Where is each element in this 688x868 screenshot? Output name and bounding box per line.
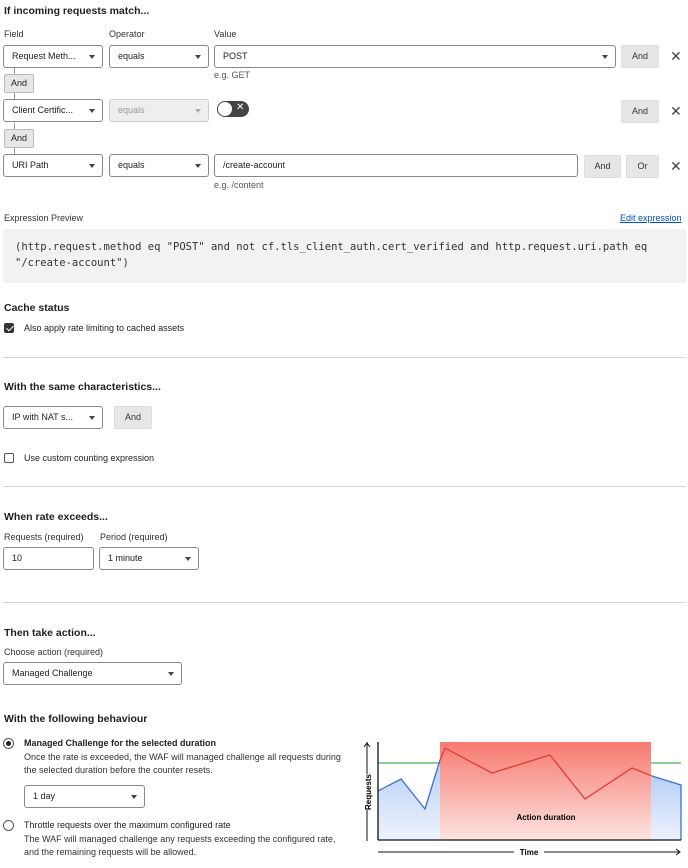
remove-row-icon[interactable]: ✕ [670,158,682,174]
value-select-1[interactable]: POST [214,45,616,68]
chevron-down-icon [131,795,137,799]
action-select[interactable]: Managed Challenge [3,662,182,685]
value-hint-3: e.g. /content [214,180,264,190]
field-header: Field [4,29,24,39]
duration-value: 1 day [33,791,56,801]
field-select-2[interactable]: Client Certific... [3,99,103,122]
requests-input[interactable]: 10 [3,547,94,570]
chevron-down-icon [89,416,95,420]
and-button-1[interactable]: And [621,45,659,68]
period-select[interactable]: 1 minute [99,547,199,570]
and-button-3[interactable]: And [584,155,621,178]
value-text: POST [223,51,248,61]
value-header: Value [214,29,237,39]
characteristic-and-button[interactable]: And [114,406,152,429]
duration-select[interactable]: 1 day [24,785,145,808]
rate-title: When rate exceeds... [4,511,108,523]
custom-counting-label: Use custom counting expression [24,453,155,463]
edit-expression-link[interactable]: Edit expression [620,213,682,223]
chevron-down-icon [89,55,95,59]
value-hint-1: e.g. GET [214,70,251,80]
action-value: Managed Challenge [12,668,93,678]
chevron-down-icon [195,164,201,168]
duration-option-desc: Once the rate is exceeded, the WAF will … [24,752,341,775]
chevron-down-icon [89,164,95,168]
action-duration-region [440,742,651,840]
characteristics-title: With the same characteristics... [4,381,161,393]
region-label: Action duration [516,813,575,822]
and-connector-1: And [4,74,34,93]
custom-counting-checkbox[interactable] [4,453,14,463]
field-value: Request Meth... [12,51,76,61]
throttle-option-desc: The WAF will managed challenge any reque… [24,834,336,857]
or-button-3[interactable]: Or [626,155,659,178]
expression-label: Expression Preview [4,213,84,223]
characteristic-select[interactable]: IP with NAT s... [3,406,103,429]
normal-requests-line [377,759,441,811]
exceeded-requests-line [439,747,653,800]
chevron-down-icon [185,557,191,561]
normal-area-after [651,776,681,840]
behaviour-title: With the following behaviour [4,713,148,725]
field-select-1[interactable]: Request Meth... [3,45,103,68]
normal-area [378,760,440,840]
cache-checkbox-label: Also apply rate limiting to cached asset… [24,323,185,333]
action-title: Then take action... [4,627,96,639]
requests-label: Requests (required) [4,532,84,542]
normal-requests-line [651,775,682,840]
x-icon: ✕ [236,102,245,113]
operator-value: equals [118,160,145,170]
choose-action-label: Choose action (required) [4,647,104,657]
operator-value: equals [118,105,145,115]
operator-select-1[interactable]: equals [109,45,209,68]
period-value: 1 minute [108,553,143,563]
characteristic-value: IP with NAT s... [12,412,74,422]
remove-row-icon[interactable]: ✕ [670,103,682,119]
field-select-3[interactable]: URI Path [3,154,103,177]
chevron-down-icon [602,55,608,59]
cache-title: Cache status [4,302,70,314]
value-input-3[interactable]: /create-account [214,154,578,177]
x-arrow-head [675,848,681,856]
match-title: If incoming requests match... [4,5,150,17]
chevron-down-icon [89,109,95,113]
expression-preview: (http.request.method eq "POST" and not c… [3,229,686,283]
x-axis-label: Time [520,848,539,857]
duration-option-title: Managed Challenge for the selected durat… [24,738,217,748]
operator-header: Operator [109,29,145,39]
chevron-down-icon [195,55,201,59]
cache-checkbox[interactable] [4,323,14,333]
and-connector-2: And [4,129,34,148]
operator-select-3[interactable]: equals [109,154,209,177]
field-value: Client Certific... [12,105,74,115]
y-axis-label: Requests [364,773,373,810]
throttle-option-title: Throttle requests over the maximum confi… [24,820,231,830]
operator-select-2: equals [109,99,209,122]
period-label: Period (required) [100,532,168,542]
throttle-radio[interactable] [3,820,14,831]
chevron-down-icon [195,109,201,113]
and-button-2[interactable]: And [621,100,659,123]
duration-radio[interactable] [3,738,14,749]
remove-row-icon[interactable]: ✕ [670,48,682,64]
operator-value: equals [118,51,145,61]
y-arrow-head [363,742,371,748]
field-value: URI Path [12,160,49,170]
chevron-down-icon [168,672,174,676]
value-toggle[interactable]: ✕ [217,101,249,117]
